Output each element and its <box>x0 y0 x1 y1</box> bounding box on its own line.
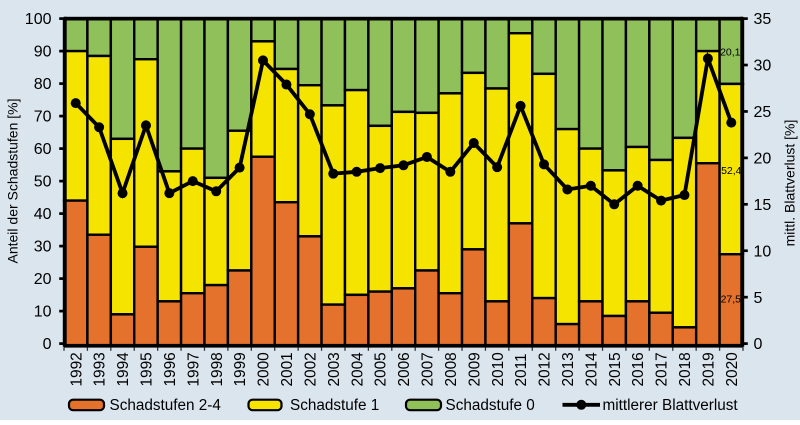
svg-text:2009: 2009 <box>466 352 483 386</box>
svg-text:20: 20 <box>754 150 772 167</box>
svg-text:1996: 1996 <box>162 352 179 386</box>
svg-text:27,5: 27,5 <box>721 294 742 306</box>
svg-text:1992: 1992 <box>68 352 85 386</box>
svg-text:1999: 1999 <box>232 352 249 386</box>
svg-text:2011: 2011 <box>513 353 530 386</box>
svg-text:10: 10 <box>754 243 772 260</box>
svg-text:80: 80 <box>34 76 52 93</box>
svg-text:20,1: 20,1 <box>720 47 741 59</box>
svg-text:Schadstufe 1: Schadstufe 1 <box>290 397 379 414</box>
svg-text:2020: 2020 <box>724 352 741 386</box>
svg-text:mittlerer Blattverlust: mittlerer Blattverlust <box>603 397 739 414</box>
svg-text:2002: 2002 <box>302 352 319 386</box>
svg-text:Anteil der Schadstufen [%]: Anteil der Schadstufen [%] <box>5 99 21 264</box>
svg-text:1997: 1997 <box>185 352 202 386</box>
svg-text:20: 20 <box>34 271 52 288</box>
svg-text:2014: 2014 <box>583 352 600 387</box>
svg-text:1998: 1998 <box>209 352 226 386</box>
svg-text:2018: 2018 <box>677 352 694 386</box>
svg-text:2005: 2005 <box>373 352 390 386</box>
svg-text:2016: 2016 <box>630 352 647 386</box>
svg-text:35: 35 <box>754 11 772 28</box>
svg-text:2019: 2019 <box>700 352 717 386</box>
svg-text:2004: 2004 <box>349 352 366 387</box>
svg-text:Schadstufen 2-4: Schadstufen 2-4 <box>110 397 222 414</box>
svg-text:10: 10 <box>34 304 52 321</box>
svg-text:2013: 2013 <box>560 352 577 386</box>
svg-text:2003: 2003 <box>326 352 343 386</box>
svg-text:60: 60 <box>34 141 52 158</box>
svg-text:2017: 2017 <box>654 352 671 386</box>
svg-text:2012: 2012 <box>537 352 554 386</box>
svg-text:2007: 2007 <box>420 352 437 386</box>
svg-text:mittl. Blattverlust [%]: mittl. Blattverlust [%] <box>782 120 798 247</box>
svg-text:15: 15 <box>754 197 772 214</box>
svg-text:40: 40 <box>34 206 52 223</box>
svg-text:Schadstufe 0: Schadstufe 0 <box>446 397 535 414</box>
svg-text:30: 30 <box>754 58 772 75</box>
svg-text:2001: 2001 <box>279 352 296 386</box>
svg-text:1995: 1995 <box>139 352 156 386</box>
svg-text:50: 50 <box>34 174 52 191</box>
svg-text:70: 70 <box>34 109 52 126</box>
svg-text:0: 0 <box>754 336 763 353</box>
svg-text:2008: 2008 <box>443 352 460 386</box>
svg-text:2000: 2000 <box>256 352 273 386</box>
svg-text:52,4: 52,4 <box>721 165 742 177</box>
svg-text:90: 90 <box>34 44 52 61</box>
svg-text:2010: 2010 <box>490 352 507 386</box>
svg-text:5: 5 <box>754 290 763 307</box>
svg-text:2006: 2006 <box>396 352 413 386</box>
svg-text:1993: 1993 <box>92 352 109 386</box>
svg-text:2015: 2015 <box>607 352 624 386</box>
svg-text:25: 25 <box>754 104 772 121</box>
svg-text:0: 0 <box>43 336 52 353</box>
svg-text:100: 100 <box>25 11 52 28</box>
svg-text:1994: 1994 <box>115 352 132 387</box>
svg-text:30: 30 <box>34 239 52 256</box>
